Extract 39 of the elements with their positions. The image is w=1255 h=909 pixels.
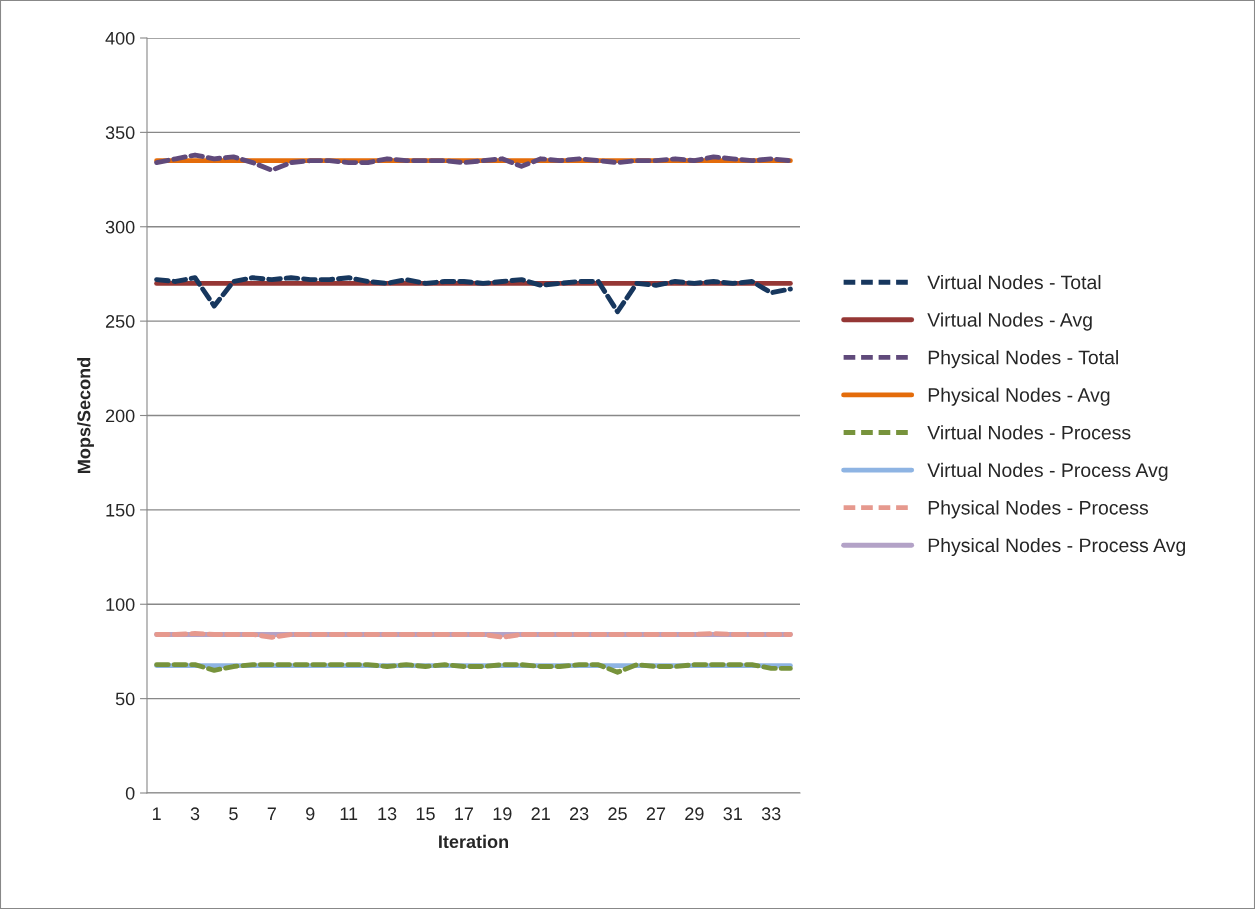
y-tick-label: 200: [105, 409, 135, 423]
x-tick-label: 33: [761, 807, 781, 821]
x-tick-label: 1: [152, 807, 161, 820]
x-tick-label: 19: [493, 807, 512, 821]
y-axis-title: Mops/Second: [77, 358, 94, 473]
x-tick-label: 15: [416, 807, 435, 821]
x-axis-title: Iteration: [439, 834, 508, 849]
x-tick-label: 23: [570, 807, 589, 821]
x-tick-label: 29: [685, 807, 704, 821]
y-tick-label: 50: [115, 692, 135, 706]
legend-label: Virtual Nodes - Process Avg: [927, 462, 1168, 481]
x-tick-label: 11: [340, 807, 358, 820]
y-tick-label: 100: [106, 598, 135, 611]
x-tick-label: 3: [190, 807, 200, 821]
legend-label: Physical Nodes - Process: [928, 500, 1149, 519]
y-tick-label: 150: [106, 503, 135, 517]
legend-label: Physical Nodes - Total: [928, 350, 1118, 369]
line-series: [154, 662, 793, 675]
line-series: [154, 275, 793, 315]
y-tick-label: 0: [125, 786, 135, 800]
legend-label: Virtual Nodes - Total: [927, 274, 1101, 290]
x-tick-label: 31: [723, 807, 742, 821]
x-tick-label: 17: [455, 807, 474, 820]
x-tick-label: 5: [229, 807, 238, 821]
y-tick-label: 350: [105, 126, 135, 140]
line-series: [154, 152, 793, 173]
x-tick-label: 27: [646, 807, 666, 820]
legend-label: Virtual Nodes - Process: [927, 425, 1131, 440]
x-tick-label: 13: [378, 807, 397, 821]
x-tick-label: 21: [531, 807, 550, 820]
y-tick-label: 250: [105, 315, 135, 328]
x-tick-label: 9: [306, 807, 315, 821]
legend-label: Physical Nodes - Avg: [928, 387, 1110, 406]
x-tick-label: 7: [267, 807, 276, 820]
y-tick-label: 300: [105, 220, 135, 234]
legend-label: Physical Nodes - Process Avg: [928, 537, 1186, 557]
legend-label: Virtual Nodes - Avg: [927, 312, 1092, 331]
x-tick-label: 25: [608, 807, 627, 821]
y-tick-label: 400: [105, 31, 135, 45]
